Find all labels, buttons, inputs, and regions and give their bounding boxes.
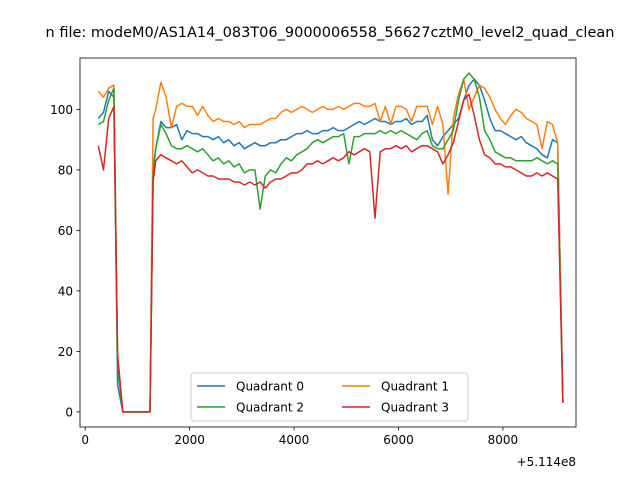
y-tick-label: 20 [58, 345, 73, 359]
x-tick-label: 4000 [279, 433, 310, 447]
x-axis-offset-label: +5.114e8 [517, 455, 576, 469]
y-tick-label: 100 [50, 103, 73, 117]
series-line-0 [97, 78, 564, 413]
series-line-3 [97, 93, 564, 413]
axes-frame [79, 57, 577, 428]
y-tick-label: 60 [58, 224, 73, 238]
chart-title: n file: modeM0/AS1A14_083T06_9000006558_… [46, 25, 615, 41]
x-tick-label: 2000 [174, 433, 205, 447]
y-tick-label: 80 [58, 163, 73, 177]
plot-area [79, 57, 577, 428]
y-tick-label: 40 [58, 284, 73, 298]
legend-label-1: Quadrant 1 [381, 380, 449, 394]
y-tick-label: 0 [65, 405, 73, 419]
x-axis: 0 2000 4000 6000 8000 [81, 427, 518, 447]
series-line-2 [97, 72, 564, 413]
x-tick-label: 0 [81, 433, 89, 447]
legend-label-2: Quadrant 2 [236, 401, 304, 415]
legend: Quadrant 0 Quadrant 1 Quadrant 2 Quadrant 3 [190, 372, 469, 422]
x-tick-label: 8000 [488, 433, 519, 447]
legend-label-0: Quadrant 0 [236, 380, 304, 394]
x-tick-label: 6000 [383, 433, 414, 447]
series-line-1 [97, 78, 564, 413]
legend-label-3: Quadrant 3 [381, 401, 449, 415]
y-axis: 0 20 40 60 80 100 [50, 103, 80, 419]
legend-box [190, 372, 469, 422]
